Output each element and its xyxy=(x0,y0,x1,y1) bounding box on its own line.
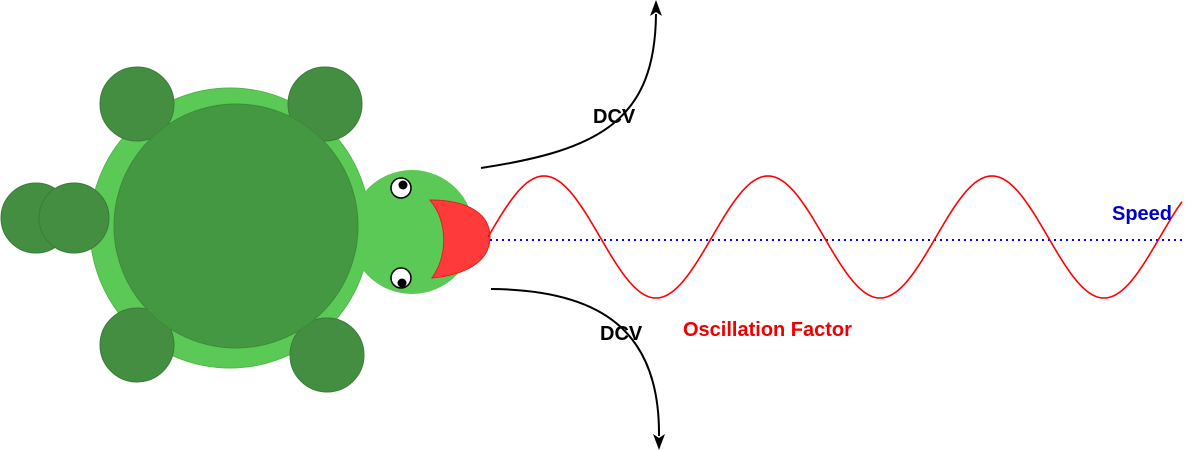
tongue xyxy=(428,199,491,279)
dcv-label-bottom: DCV xyxy=(600,323,643,345)
back-right-leg xyxy=(289,317,365,393)
turtle xyxy=(0,66,491,393)
dcv-arrow-bottom xyxy=(490,288,661,437)
tail-inner xyxy=(38,182,110,254)
front-right-leg xyxy=(287,66,363,142)
dcv-arrowhead-top xyxy=(650,0,662,16)
back-left-leg xyxy=(99,307,175,383)
dcv-label-top: DCV xyxy=(593,106,636,128)
dcv-arrowhead-bottom xyxy=(653,434,665,450)
oscillation-wave xyxy=(487,175,1183,299)
dcv-arrow-top xyxy=(480,13,657,169)
front-left-leg xyxy=(99,66,175,142)
shell-inner xyxy=(113,103,359,349)
top-eye xyxy=(390,177,412,199)
oscillation-factor-label: Oscillation Factor xyxy=(683,319,852,341)
speed-label: Speed xyxy=(1112,203,1172,225)
bottom-eye xyxy=(390,267,412,289)
